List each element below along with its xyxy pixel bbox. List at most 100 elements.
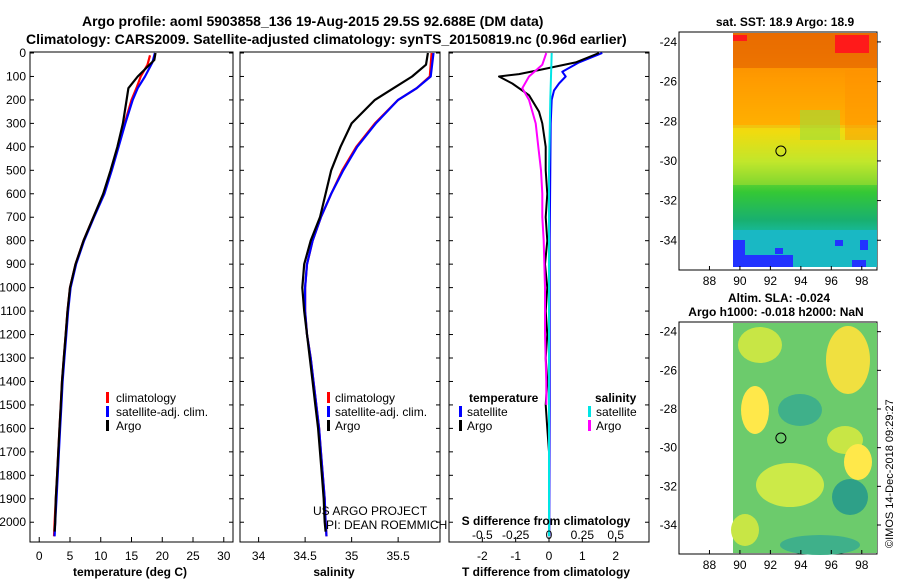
secondary-x-tick-label: -0.5 xyxy=(472,528,493,542)
map-x-tick-label: 94 xyxy=(794,274,808,288)
secondary-xlabel: S difference from climatology xyxy=(462,514,631,528)
legend-label-argo: Argo xyxy=(116,419,142,433)
sst-map-image xyxy=(733,33,877,267)
legend-swatch-argo xyxy=(106,420,109,431)
map-x-tick-label: 92 xyxy=(764,558,778,572)
legend-swatch-sal-satellite xyxy=(588,406,591,417)
depth-tick-label: 1100 xyxy=(0,304,26,318)
temperature-plot xyxy=(52,52,157,537)
project-credit: US ARGO PROJECT xyxy=(313,504,428,518)
depth-tick-label: 900 xyxy=(6,257,26,271)
depth-tick-label: 2000 xyxy=(0,515,26,529)
series-line-argo xyxy=(301,52,429,532)
x-tick-label: 34 xyxy=(252,549,266,563)
depth-tick-label: 200 xyxy=(6,93,26,107)
legend-label-satellite: satellite-adj. clim. xyxy=(116,405,208,419)
temperature-x-axis: 0 5 10 15 20 25 30 xyxy=(36,537,231,563)
depth-tick-label: 1800 xyxy=(0,468,26,482)
sla-map-image xyxy=(731,323,877,555)
depth-tick-label: 1900 xyxy=(0,492,26,506)
depth-tick-label: 1700 xyxy=(0,445,26,459)
legend-swatch-temp-satellite xyxy=(459,406,462,417)
map-x-tick-label: 96 xyxy=(825,274,839,288)
x-tick-label: -2 xyxy=(477,549,488,563)
x-tick-label: 25 xyxy=(186,549,200,563)
x-tick-label: 0 xyxy=(546,549,553,563)
secondary-x-tick-label: 0 xyxy=(546,528,553,542)
map-y-tick-label: -30 xyxy=(660,154,678,168)
sst-map-title: sat. SST: 18.9 Argo: 18.9 xyxy=(716,15,855,29)
legend-label-sal-satellite: satellite xyxy=(596,405,637,419)
depth-tick-label: 300 xyxy=(6,116,26,130)
series-line-satellite-adj-clim- xyxy=(304,52,435,537)
legend-swatch-temp-argo xyxy=(459,420,462,431)
legend-label-sal-argo: Argo xyxy=(596,419,622,433)
map-x-tick-label: 98 xyxy=(855,274,869,288)
salinity-plot xyxy=(301,52,435,537)
map-y-tick-label: -34 xyxy=(660,233,678,247)
temperature-legend: climatology satellite-adj. clim. Argo xyxy=(106,391,208,433)
x-tick-label: 10 xyxy=(94,549,108,563)
legend-label-satellite: satellite-adj. clim. xyxy=(335,405,427,419)
map-y-tick-label: -28 xyxy=(660,402,678,416)
legend-label-temp-satellite: satellite xyxy=(467,405,508,419)
legend-swatch-climatology xyxy=(327,392,330,403)
salinity-panel-frame xyxy=(239,51,441,543)
sst-map-axes: 88 90 92 94 96 98 -24 -26 -28 -30 -32 -34 xyxy=(660,35,881,288)
difference-xlabel: T difference from climatology xyxy=(462,565,630,579)
salinity-xlabel: salinity xyxy=(313,565,355,579)
legend-label-argo: Argo xyxy=(335,419,361,433)
legend-swatch-sal-argo xyxy=(588,420,591,431)
pi-credit: PI: DEAN ROEMMICH xyxy=(326,518,447,532)
temperature-panel-frame xyxy=(29,51,234,543)
salinity-x-axis: 34 34.5 35 35.5 xyxy=(252,537,410,563)
legend-swatch-satellite xyxy=(106,406,109,417)
x-tick-label: 35 xyxy=(345,549,359,563)
salinity-legend: climatology satellite-adj. clim. Argo xyxy=(327,391,427,433)
series-line-salinity-satellite xyxy=(548,52,553,537)
x-tick-label: 34.5 xyxy=(293,549,317,563)
depth-tick-label: 1600 xyxy=(0,421,26,435)
x-tick-label: 0 xyxy=(36,549,43,563)
secondary-x-tick-label: -0.25 xyxy=(502,528,530,542)
depth-tick-label: 800 xyxy=(6,234,26,248)
sla-map-axes: 88 90 92 94 96 98 -24 -26 -28 -30 -32 -34 xyxy=(660,325,881,572)
x-tick-label: 15 xyxy=(125,549,139,563)
x-tick-label: 30 xyxy=(217,549,231,563)
series-line-salinity-argo xyxy=(521,52,548,405)
legend-title-salinity: salinity xyxy=(595,391,637,405)
difference-plot xyxy=(498,52,603,537)
legend-swatch-climatology xyxy=(106,392,109,403)
depth-axis: 0 100 200 300 400 500 600 700 800 900 1000 1100 1200… xyxy=(0,46,649,529)
depth-tick-label: 1500 xyxy=(0,398,26,412)
legend-label-climatology: climatology xyxy=(335,391,395,405)
map-x-tick-label: 96 xyxy=(825,558,839,572)
map-y-tick-label: -26 xyxy=(660,363,678,377)
depth-tick-label: 1200 xyxy=(0,328,26,342)
argo-location-marker xyxy=(775,432,787,444)
x-tick-label: -1 xyxy=(510,549,521,563)
legend-label-temp-argo: Argo xyxy=(467,419,493,433)
argo-location-marker xyxy=(775,145,787,157)
legend-swatch-argo xyxy=(327,420,330,431)
depth-tick-label: 1300 xyxy=(0,351,26,365)
map-x-tick-label: 88 xyxy=(703,274,717,288)
difference-x-axis: -2 -1 0 1 2 -0.5 -0.25 0 0.25 0.5 xyxy=(472,528,624,563)
x-tick-label: 2 xyxy=(612,549,619,563)
depth-tick-label: 500 xyxy=(6,163,26,177)
legend-title-temperature: temperature xyxy=(469,391,539,405)
depth-tick-label: 700 xyxy=(6,210,26,224)
depth-tick-label: 1400 xyxy=(0,374,26,388)
map-y-tick-label: -26 xyxy=(660,75,678,89)
title-line-2: Climatology: CARS2009. Satellite-adjuste… xyxy=(26,31,627,47)
difference-legend: temperature salinity satellite Argo sate… xyxy=(459,391,637,433)
map-x-tick-label: 88 xyxy=(703,558,717,572)
depth-tick-label: 100 xyxy=(6,69,26,83)
map-y-tick-label: -34 xyxy=(660,518,678,532)
x-tick-label: 5 xyxy=(67,549,74,563)
map-x-tick-label: 90 xyxy=(733,558,747,572)
map-y-tick-label: -30 xyxy=(660,441,678,455)
map-x-tick-label: 94 xyxy=(794,558,808,572)
legend-label-climatology: climatology xyxy=(116,391,176,405)
map-y-tick-label: -24 xyxy=(660,35,678,49)
